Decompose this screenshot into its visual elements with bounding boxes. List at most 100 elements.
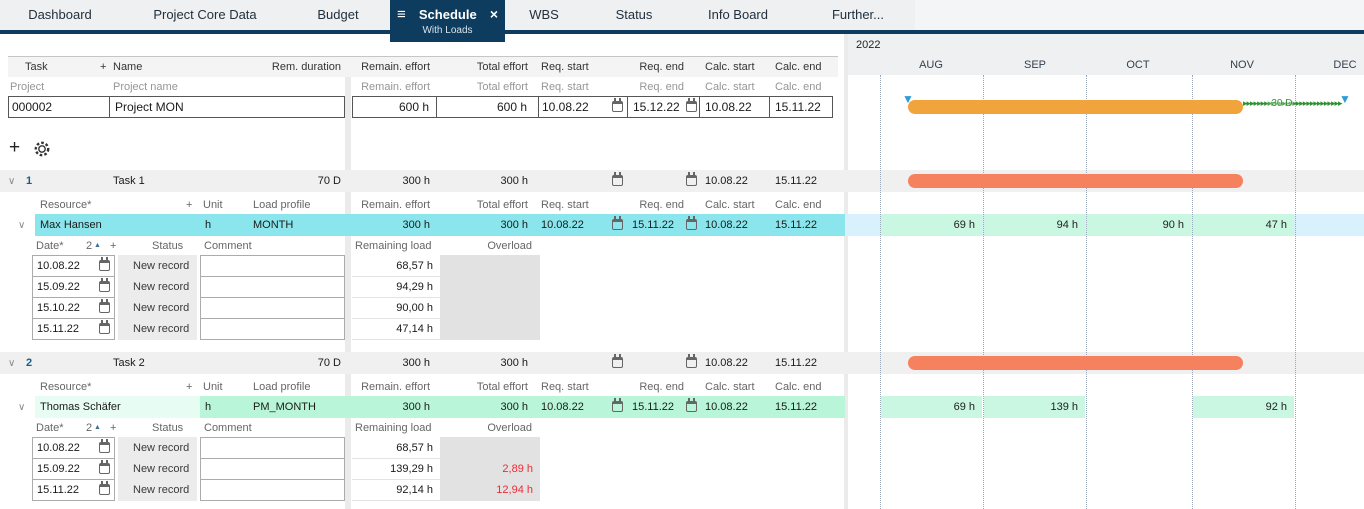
calendar-icon[interactable] bbox=[686, 98, 697, 112]
tab-info-board[interactable]: Info Board bbox=[708, 7, 768, 22]
record-date-field[interactable]: 15.11.22 bbox=[32, 479, 115, 501]
load-cell-oct: 90 h bbox=[1087, 214, 1191, 236]
project-req-start-field[interactable]: 10.08.22 bbox=[538, 96, 628, 118]
resource-req-start[interactable]: 10.08.22 bbox=[541, 219, 584, 231]
record-date-field[interactable]: 15.11.22 bbox=[32, 318, 115, 340]
collapse-task-icon[interactable]: ∨ bbox=[8, 175, 16, 187]
settings-button[interactable] bbox=[33, 140, 51, 161]
resource-unit[interactable]: h bbox=[205, 401, 212, 413]
record-comment-field[interactable] bbox=[200, 318, 345, 340]
resource-unit[interactable]: h bbox=[205, 219, 212, 231]
frozen-column-divider[interactable] bbox=[345, 57, 351, 509]
calendar-icon[interactable] bbox=[99, 438, 110, 453]
record-comment-field[interactable] bbox=[200, 437, 345, 459]
col-header-req-start: Req. start bbox=[541, 198, 589, 211]
add-record-icon[interactable]: + bbox=[110, 239, 117, 252]
resource-req-end[interactable]: 15.11.22 bbox=[632, 219, 675, 231]
collapse-resource-icon[interactable]: ∨ bbox=[18, 219, 26, 231]
tab-status[interactable]: Status bbox=[615, 7, 653, 22]
sort-asc-icon[interactable]: ▲ bbox=[94, 242, 101, 249]
col-header-req-end: Req. end bbox=[639, 61, 684, 73]
add-task-button[interactable]: + bbox=[9, 137, 21, 158]
collapse-resource-icon[interactable]: ∨ bbox=[18, 401, 26, 413]
calendar-icon[interactable] bbox=[686, 172, 697, 186]
calendar-icon[interactable] bbox=[686, 216, 697, 230]
record-remaining-load: 94,29 h bbox=[352, 276, 440, 298]
collapse-task-icon[interactable]: ∨ bbox=[8, 357, 16, 369]
close-tab-icon[interactable]: × bbox=[489, 6, 498, 22]
project-header-row: Project Project name Remain. effort Tota… bbox=[8, 77, 838, 96]
calendar-icon[interactable] bbox=[612, 398, 623, 412]
task-name[interactable]: Task 1 bbox=[113, 175, 145, 187]
record-comment-field[interactable] bbox=[200, 255, 345, 277]
project-req-end-field[interactable]: 15.12.22 bbox=[627, 96, 700, 118]
tab-wbs[interactable]: WBS bbox=[529, 7, 559, 22]
resource-name[interactable]: Thomas Schäfer bbox=[40, 401, 121, 413]
sub-header-calc-end: Calc. end bbox=[775, 80, 822, 93]
gantt-bar-task[interactable] bbox=[908, 356, 1243, 370]
resource-row-highlight-selected[interactable] bbox=[35, 214, 845, 236]
resource-name[interactable]: Max Hansen bbox=[40, 219, 102, 231]
tab-budget[interactable]: Budget bbox=[317, 7, 359, 22]
project-total-effort-field[interactable]: 600 h bbox=[436, 96, 539, 118]
record-comment-field[interactable] bbox=[200, 458, 345, 480]
project-name-field[interactable]: Project MON bbox=[109, 96, 345, 118]
add-column-icon[interactable]: + bbox=[100, 61, 107, 73]
add-resource-icon[interactable]: + bbox=[186, 380, 193, 393]
milestone-end-triangle-icon[interactable]: ▼ bbox=[1339, 92, 1351, 106]
resource-row[interactable]: ∨ Thomas Schäfer h PM_MONTH 300 h 300 h … bbox=[0, 396, 1364, 418]
record-comment-field[interactable] bbox=[200, 297, 345, 319]
gridline-nov bbox=[1192, 75, 1193, 509]
calendar-icon[interactable] bbox=[99, 480, 110, 495]
project-remain-effort-field[interactable]: 600 h bbox=[352, 96, 437, 118]
gantt-bar-project[interactable] bbox=[908, 100, 1243, 114]
resource-req-end[interactable]: 15.11.22 bbox=[632, 401, 675, 413]
calendar-icon[interactable] bbox=[612, 98, 623, 112]
milestone-start-triangle-icon[interactable]: ▼ bbox=[902, 92, 914, 106]
sort-asc-icon[interactable]: ▲ bbox=[94, 424, 101, 431]
sort-indicator[interactable]: 2 bbox=[86, 239, 93, 252]
record-remaining-load: 68,57 h bbox=[352, 437, 440, 459]
record-overload bbox=[440, 255, 540, 277]
tab-dashboard[interactable]: Dashboard bbox=[28, 7, 92, 22]
project-id-field[interactable]: 000002 bbox=[8, 96, 110, 118]
record-date-field[interactable]: 15.09.22 bbox=[32, 458, 115, 480]
calendar-icon[interactable] bbox=[686, 398, 697, 412]
task-name[interactable]: Task 2 bbox=[113, 357, 145, 369]
menu-icon[interactable]: ≡ bbox=[397, 5, 406, 23]
calendar-icon[interactable] bbox=[612, 354, 623, 368]
record-comment-field[interactable] bbox=[200, 276, 345, 298]
calendar-icon[interactable] bbox=[99, 277, 110, 292]
project-row[interactable]: 000002 Project MON 600 h 600 h 10.08.22 … bbox=[0, 96, 1364, 118]
calendar-icon[interactable] bbox=[99, 319, 110, 334]
load-cell-aug: 69 h bbox=[881, 396, 982, 418]
tab-project-core-data[interactable]: Project Core Data bbox=[153, 7, 257, 22]
add-record-icon[interactable]: + bbox=[110, 421, 117, 434]
calendar-icon[interactable] bbox=[99, 298, 110, 313]
resource-row-highlight[interactable] bbox=[200, 396, 845, 418]
resource-name-cell-highlight[interactable] bbox=[35, 396, 200, 418]
tab-schedule-active[interactable]: ≡ Schedule × With Loads bbox=[390, 0, 505, 42]
project-calc-start-field[interactable]: 10.08.22 bbox=[699, 96, 770, 118]
resource-load-profile[interactable]: PM_MONTH bbox=[253, 401, 316, 413]
resource-load-profile[interactable]: MONTH bbox=[253, 219, 294, 231]
record-date-field[interactable]: 15.09.22 bbox=[32, 276, 115, 298]
record-comment-field[interactable] bbox=[200, 479, 345, 501]
buffer-chevrons-icon bbox=[1243, 97, 1345, 111]
calendar-icon[interactable] bbox=[686, 354, 697, 368]
resource-row[interactable]: ∨ Max Hansen h MONTH 300 h 300 h 10.08.2… bbox=[0, 214, 1364, 236]
col-header-req-end: Req. end bbox=[639, 380, 684, 393]
gantt-bar-task[interactable] bbox=[908, 174, 1243, 188]
add-resource-icon[interactable]: + bbox=[186, 198, 193, 211]
sort-indicator[interactable]: 2 bbox=[86, 421, 93, 434]
calendar-icon[interactable] bbox=[612, 216, 623, 230]
project-calc-end-field[interactable]: 15.11.22 bbox=[769, 96, 833, 118]
calendar-icon[interactable] bbox=[612, 172, 623, 186]
tab-further[interactable]: Further... bbox=[831, 7, 885, 22]
col-header-req-start: Req. start bbox=[541, 61, 589, 73]
table-gantt-divider[interactable] bbox=[844, 34, 848, 509]
calendar-icon[interactable] bbox=[99, 256, 110, 271]
resource-req-start[interactable]: 10.08.22 bbox=[541, 401, 584, 413]
load-cell-nov: 92 h bbox=[1193, 396, 1294, 418]
calendar-icon[interactable] bbox=[99, 459, 110, 474]
